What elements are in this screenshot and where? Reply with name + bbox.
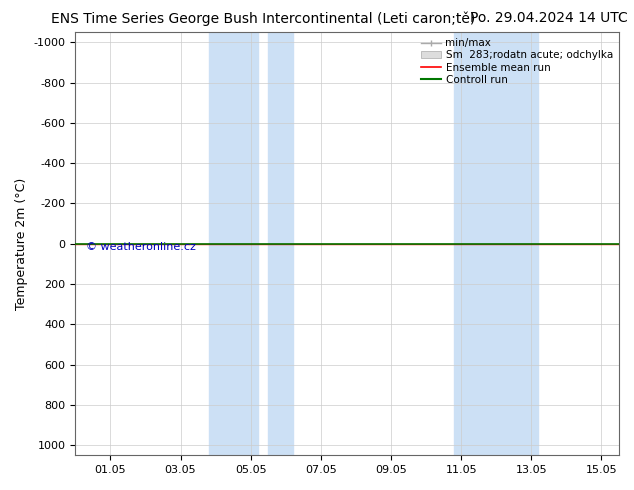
Text: © weatheronline.cz: © weatheronline.cz [86,242,196,251]
Text: Po. 29.04.2024 14 UTC: Po. 29.04.2024 14 UTC [470,11,628,25]
Bar [268,32,293,455]
Bar [209,32,257,455]
Legend: min/max, Sm  283;rodatn acute; odchylka, Ensemble mean run, Controll run: min/max, Sm 283;rodatn acute; odchylka, … [417,34,617,89]
Y-axis label: Temperature 2m (°C): Temperature 2m (°C) [15,177,28,310]
Text: ENS Time Series George Bush Intercontinental (Leti caron;tě): ENS Time Series George Bush Intercontine… [51,11,475,26]
Bar [454,32,538,455]
